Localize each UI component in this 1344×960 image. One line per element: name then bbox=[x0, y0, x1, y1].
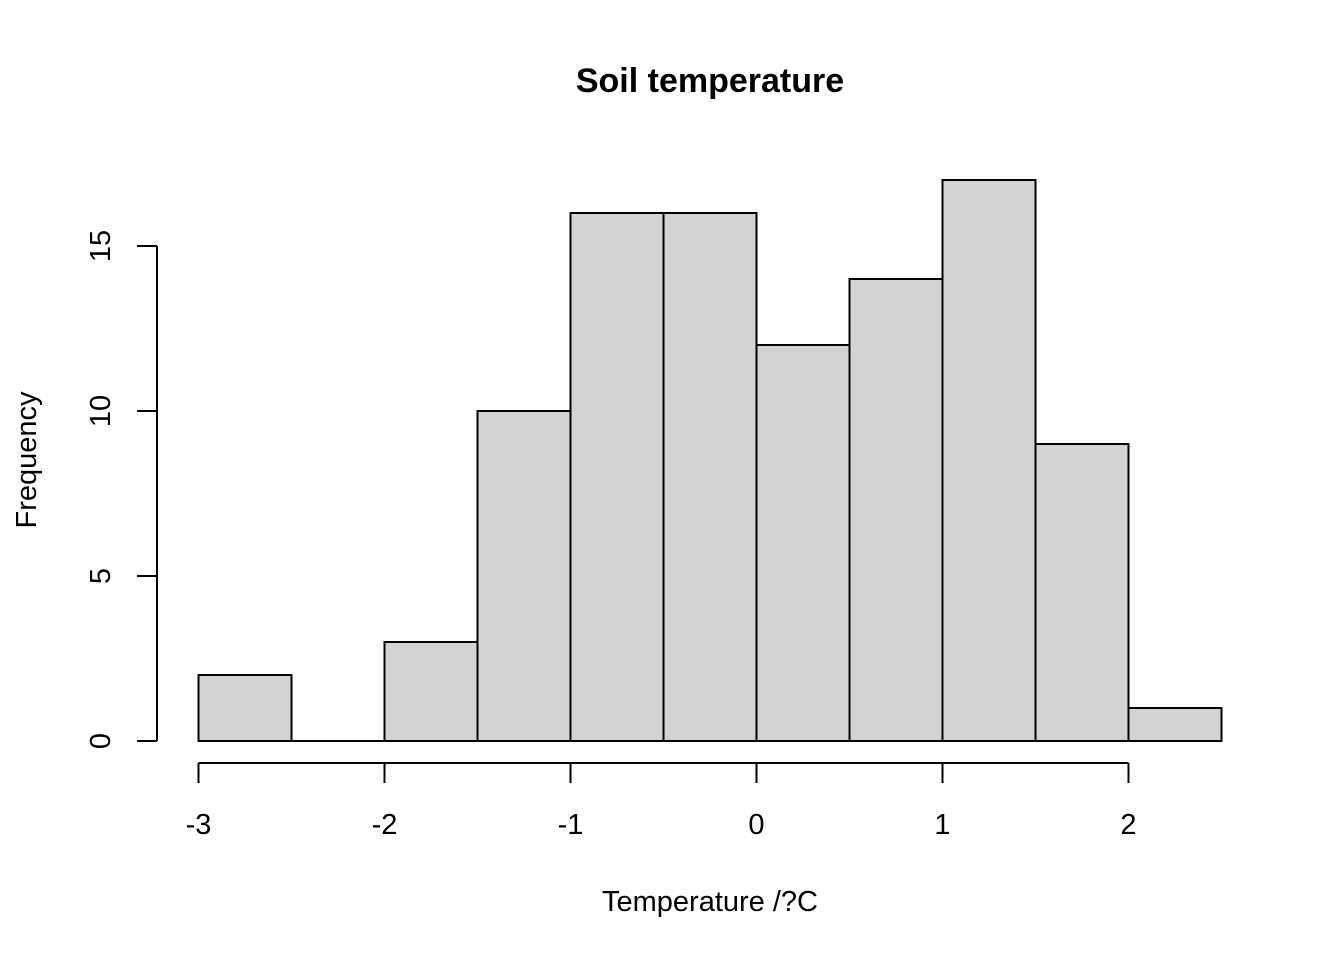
y-axis: 0 5 10 15 bbox=[85, 230, 158, 749]
y-tick-label: 0 bbox=[85, 733, 117, 749]
histogram-bar bbox=[941, 179, 1037, 742]
bars-group bbox=[197, 179, 1223, 742]
histogram-bar bbox=[569, 212, 665, 742]
x-tick-label: 0 bbox=[748, 809, 764, 841]
y-axis-label: Frequency bbox=[11, 391, 43, 529]
y-tick-label: 15 bbox=[85, 230, 117, 262]
histogram-bar bbox=[476, 410, 572, 742]
x-tick-label: 2 bbox=[1120, 809, 1136, 841]
y-tick-label: 5 bbox=[85, 568, 117, 584]
x-tick-label: -1 bbox=[558, 809, 584, 841]
x-axis-label: Temperature /?C bbox=[602, 886, 818, 918]
histogram-bar bbox=[1034, 443, 1130, 742]
histogram-bar bbox=[662, 212, 758, 742]
y-tick-label: 10 bbox=[85, 395, 117, 427]
histogram-bar bbox=[848, 278, 944, 742]
chart-title: Soil temperature bbox=[576, 62, 844, 100]
x-tick-label: 1 bbox=[934, 809, 950, 841]
histogram-bar bbox=[197, 674, 293, 742]
x-axis: -3 -2 -1 0 1 2 bbox=[186, 762, 1137, 841]
histogram-bar bbox=[1127, 707, 1223, 742]
x-tick-label: -2 bbox=[372, 809, 398, 841]
histogram-bar bbox=[755, 344, 851, 742]
histogram-bar bbox=[383, 641, 479, 742]
x-tick-label: -3 bbox=[186, 809, 212, 841]
